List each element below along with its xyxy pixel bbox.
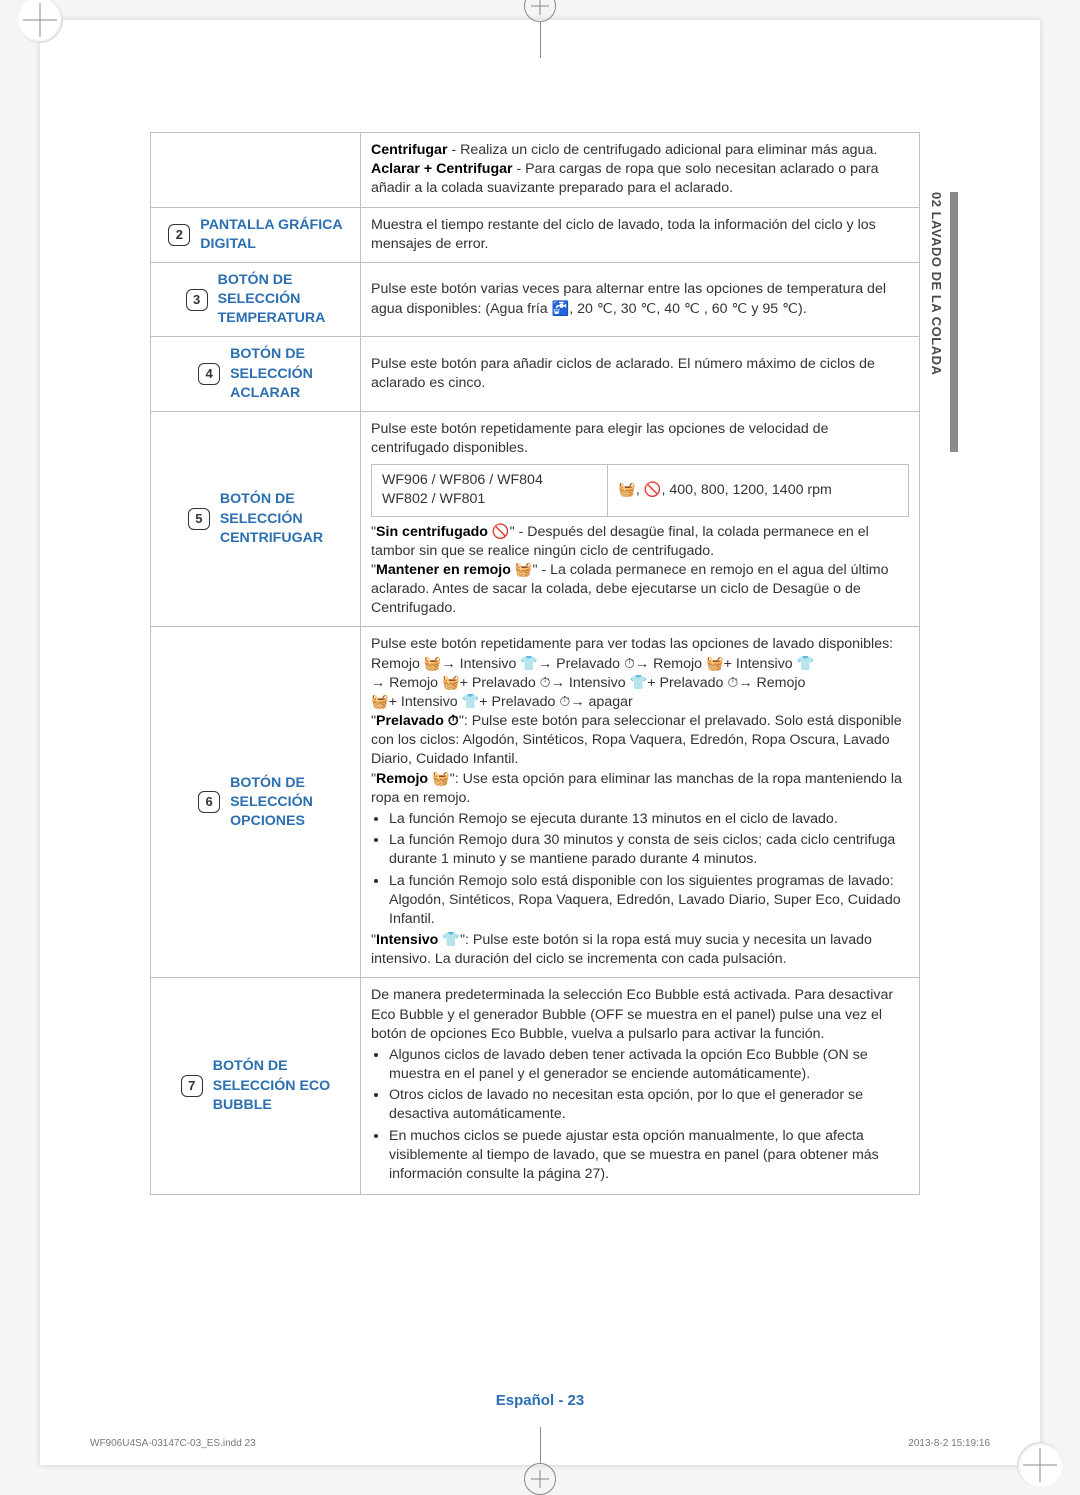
row3-label1: BOTÓN DE — [218, 272, 293, 288]
row5-postb1: Sin centrifugado 🚫 — [376, 524, 510, 540]
row5-body: Pulse este botón repetidamente para eleg… — [361, 411, 920, 627]
row4-label1: BOTÓN DE — [230, 346, 305, 362]
row5-inner-l1: WF906 / WF806 / WF804 — [382, 471, 597, 490]
table-row: 7 BOTÓN DE SELECCIÓN ECO BUBBLE De maner… — [151, 978, 920, 1195]
row5-inner-r: 🧺, 🚫, 400, 800, 1200, 1400 rpm — [608, 465, 909, 516]
row6-intro: Pulse este botón repetidamente para ver … — [371, 635, 909, 654]
row7-label3: BUBBLE — [213, 1097, 272, 1113]
row4-label2: SELECCIÓN — [230, 366, 313, 382]
row0-t1: - Realiza un ciclo de centrifugado adici… — [451, 142, 877, 158]
registration-mark-tl — [17, 0, 63, 43]
row2-body: Muestra el tiempo restante del ciclo de … — [361, 207, 920, 262]
row0-b2: Aclarar + Centrifugar — [371, 161, 513, 177]
row4-body: Pulse este botón para añadir ciclos de a… — [361, 337, 920, 412]
row3-label2: SELECCIÓN — [218, 291, 301, 307]
row0-b1: Centrifugar — [371, 142, 447, 158]
row7-intro: De manera predeterminada la selección Ec… — [371, 986, 909, 1044]
row4-num: 4 — [198, 363, 220, 385]
row5-post: "Sin centrifugado 🚫" - Después del desag… — [371, 523, 909, 619]
row7-b3: En muchos ciclos se puede ajustar esta o… — [389, 1127, 909, 1185]
side-tab-bar — [950, 192, 958, 452]
row7-label1: BOTÓN DE — [213, 1058, 288, 1074]
row5-inner-l2: WF802 / WF801 — [382, 490, 597, 509]
row4-label3: ACLARAR — [230, 385, 300, 401]
table-row: 5 BOTÓN DE SELECCIÓN CENTRIFUGAR Pulse e… — [151, 411, 920, 627]
page-footer: Español - 23 — [40, 1392, 1040, 1409]
page: Centrifugar - Realiza un ciclo de centri… — [40, 20, 1040, 1465]
table-row: 3 BOTÓN DE SELECCIÓN TEMPERATURA Pulse e… — [151, 262, 920, 337]
row6-pre: "Prelavado ⏱": Pulse este botón para sel… — [371, 712, 909, 770]
row2-label1: PANTALLA GRÁFICA — [200, 217, 342, 233]
row6-bullets: La función Remojo se ejecuta durante 13 … — [389, 810, 909, 929]
row2-left: 2 PANTALLA GRÁFICA DIGITAL — [151, 207, 361, 262]
row5-label1: BOTÓN DE — [220, 491, 295, 507]
row6-b3: La función Remojo solo está disponible c… — [389, 872, 909, 930]
table-row: Centrifugar - Realiza un ciclo de centri… — [151, 133, 920, 208]
side-tab-text: 02 LAVADO DE LA COLADA — [929, 192, 944, 375]
row6-b1: La función Remojo se ejecuta durante 13 … — [389, 810, 909, 829]
slug-right: 2013-8-2 15:19:16 — [908, 1438, 990, 1449]
footer-dash: - — [554, 1392, 567, 1409]
row7-bullets: Algunos ciclos de lavado deben tener act… — [389, 1046, 909, 1184]
side-tab: 02 LAVADO DE LA COLADA — [936, 192, 958, 452]
row2-num: 2 — [168, 224, 190, 246]
row0-body: Centrifugar - Realiza un ciclo de centri… — [361, 133, 920, 208]
row5-postb2: Mantener en remojo 🧺 — [376, 562, 532, 578]
slug-left: WF906U4SA-03147C-03_ES.indd 23 — [90, 1438, 256, 1449]
row5-left: 5 BOTÓN DE SELECCIÓN CENTRIFUGAR — [151, 411, 361, 627]
instructions-table: Centrifugar - Realiza un ciclo de centri… — [150, 132, 920, 1195]
row7-num: 7 — [181, 1075, 203, 1097]
registration-mark-br — [1017, 1442, 1063, 1488]
row6-chain2: → Remojo 🧺+ Prelavado ⏱→ Intensivo 👕+ Pr… — [371, 674, 909, 693]
row5-num: 5 — [188, 508, 210, 530]
row6-body: Pulse este botón repetidamente para ver … — [361, 627, 920, 978]
row7-b2: Otros ciclos de lavado no necesitan esta… — [389, 1086, 909, 1124]
row6-label3: OPCIONES — [230, 813, 305, 829]
row6-int: "Intensivo 👕": Pulse este botón si la ro… — [371, 931, 909, 969]
row6-label1: BOTÓN DE — [230, 775, 305, 791]
row6-label2: SELECCIÓN — [230, 794, 313, 810]
row3-num: 3 — [186, 289, 208, 311]
row3-body: Pulse este botón varias veces para alter… — [361, 262, 920, 337]
row2-label2: DIGITAL — [200, 236, 256, 252]
row7-label2: SELECCIÓN ECO — [213, 1078, 330, 1094]
registration-mark-bottom — [524, 1463, 556, 1495]
row5-intro: Pulse este botón repetidamente para eleg… — [371, 420, 909, 458]
row0-left — [151, 133, 361, 208]
registration-mark-top — [524, 0, 556, 22]
row6-chain3: 🧺+ Intensivo 👕+ Prelavado ⏱→ apagar — [371, 693, 909, 712]
row6-rem: "Remojo 🧺": Use esta opción para elimina… — [371, 770, 909, 808]
row4-left: 4 BOTÓN DE SELECCIÓN ACLARAR — [151, 337, 361, 412]
footer-lang: Español — [496, 1392, 554, 1409]
row5-label3: CENTRIFUGAR — [220, 530, 323, 546]
row7-b1: Algunos ciclos de lavado deben tener act… — [389, 1046, 909, 1084]
content-area: Centrifugar - Realiza un ciclo de centri… — [150, 132, 920, 1195]
table-row: 2 PANTALLA GRÁFICA DIGITAL Muestra el ti… — [151, 207, 920, 262]
row7-body: De manera predeterminada la selección Ec… — [361, 978, 920, 1195]
row6-chain1: Remojo 🧺→ Intensivo 👕→ Prelavado ⏱→ Remo… — [371, 655, 909, 674]
footer-page: 23 — [568, 1392, 585, 1409]
row5-inner-table: WF906 / WF806 / WF804 WF802 / WF801 🧺, 🚫… — [371, 464, 909, 516]
row3-left: 3 BOTÓN DE SELECCIÓN TEMPERATURA — [151, 262, 361, 337]
row5-label2: SELECCIÓN — [220, 511, 303, 527]
table-row: 4 BOTÓN DE SELECCIÓN ACLARAR Pulse este … — [151, 337, 920, 412]
row6-left: 6 BOTÓN DE SELECCIÓN OPCIONES — [151, 627, 361, 978]
row3-label3: TEMPERATURA — [218, 310, 326, 326]
table-row: 6 BOTÓN DE SELECCIÓN OPCIONES Pulse este… — [151, 627, 920, 978]
row6-b2: La función Remojo dura 30 minutos y cons… — [389, 831, 909, 869]
row7-left: 7 BOTÓN DE SELECCIÓN ECO BUBBLE — [151, 978, 361, 1195]
row6-num: 6 — [198, 791, 220, 813]
